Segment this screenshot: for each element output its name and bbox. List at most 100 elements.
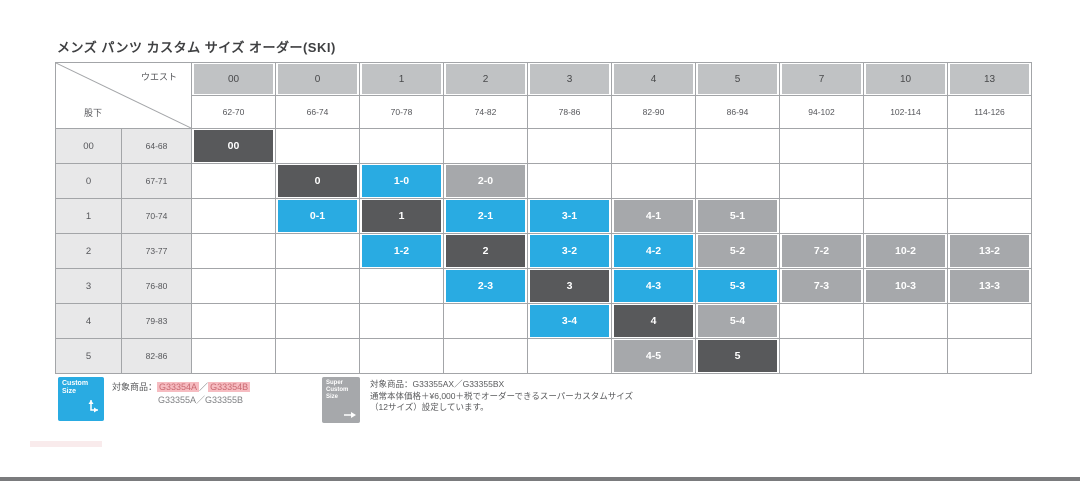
size-chart-table: ウエスト 股下 00 0 1 2 3 4 5 7 10 13 62-70 66-74 70-78 74-82 7… [55, 62, 1032, 374]
empty-cell [779, 128, 864, 164]
page-title: メンズ パンツ カスタム サイズ オーダー(SKI) [57, 40, 336, 55]
empty-cell [527, 163, 612, 199]
empty-cell [527, 128, 612, 164]
size-combination-cell: 0 [275, 163, 360, 199]
size-combination-cell: 4-3 [611, 268, 696, 304]
empty-cell [779, 198, 864, 234]
size-chart: ウエスト 股下 00 0 1 2 3 4 5 7 10 13 62-70 66-74 70-78 74-82 7… [55, 62, 1032, 374]
size-combination-cell: 7-2 [779, 233, 864, 269]
size-combination-cell: 2-1 [443, 198, 528, 234]
size-combination-cell: 5-4 [695, 303, 780, 339]
empty-cell [275, 268, 360, 304]
waist-size-header: 0 [275, 62, 360, 96]
corner-diagonal-cell: ウエスト 股下 [55, 62, 192, 129]
waist-size-header: 10 [863, 62, 948, 96]
empty-cell [443, 128, 528, 164]
inseam-size-label: 2 [55, 233, 122, 269]
size-combination-cell: 4-1 [611, 198, 696, 234]
empty-cell [611, 128, 696, 164]
inseam-range-cell: 82-86 [121, 338, 192, 374]
waist-size-header: 7 [779, 62, 864, 96]
empty-cell [947, 128, 1032, 164]
waist-range-cell: 70-78 [359, 95, 444, 129]
empty-cell [695, 163, 780, 199]
empty-cell [947, 198, 1032, 234]
size-combination-cell: 3-1 [527, 198, 612, 234]
inseam-range-cell: 67-71 [121, 163, 192, 199]
waist-range-cell: 78-86 [527, 95, 612, 129]
size-combination-cell: 5 [695, 338, 780, 374]
arrow-right-icon [344, 412, 356, 418]
size-combination-cell: 10-2 [863, 233, 948, 269]
empty-cell [359, 338, 444, 374]
size-combination-cell: 0-1 [275, 198, 360, 234]
measure-arrow-icon [88, 400, 98, 413]
faint-smudge [30, 441, 102, 447]
size-combination-cell: 13-2 [947, 233, 1032, 269]
inseam-range-cell: 76-80 [121, 268, 192, 304]
empty-cell [611, 163, 696, 199]
super-custom-size-badge: Super Custom Size [322, 377, 360, 423]
bottom-divider [0, 477, 1080, 481]
size-combination-cell: 3-4 [527, 303, 612, 339]
size-combination-cell: 10-3 [863, 268, 948, 304]
inseam-size-label: 4 [55, 303, 122, 339]
waist-size-header: 13 [947, 62, 1032, 96]
empty-cell [191, 268, 276, 304]
empty-cell [779, 303, 864, 339]
empty-cell [191, 303, 276, 339]
empty-cell [947, 303, 1032, 339]
waist-size-header: 00 [191, 62, 276, 96]
inseam-range-cell: 70-74 [121, 198, 192, 234]
waist-range-cell: 66-74 [275, 95, 360, 129]
size-combination-cell: 1-2 [359, 233, 444, 269]
waist-range-cell: 114-126 [947, 95, 1032, 129]
size-combination-cell: 1 [359, 198, 444, 234]
size-combination-cell: 5-1 [695, 198, 780, 234]
custom-size-badge-label: Custom Size [62, 380, 89, 395]
waist-size-header: 3 [527, 62, 612, 96]
diagonal-line [56, 63, 191, 128]
empty-cell [779, 338, 864, 374]
empty-cell [191, 163, 276, 199]
waist-range-cell: 86-94 [695, 95, 780, 129]
empty-cell [359, 303, 444, 339]
empty-cell [779, 163, 864, 199]
super-custom-size-badge-label: Super Custom Size [326, 380, 349, 400]
inseam-size-label: 00 [55, 128, 122, 164]
product-codes-secondary: G33355A／G33355B [158, 395, 244, 405]
size-combination-cell: 3 [527, 268, 612, 304]
size-combination-cell: 5-3 [695, 268, 780, 304]
size-combination-cell: 13-3 [947, 268, 1032, 304]
legend: Custom Size 対象商品： G33354A ／ G33354B G33355A… [0, 377, 1080, 437]
size-combination-cell: 4-2 [611, 233, 696, 269]
waist-range-cell: 62-70 [191, 95, 276, 129]
empty-cell [443, 338, 528, 374]
empty-cell [191, 198, 276, 234]
size-combination-cell: 7-3 [779, 268, 864, 304]
waist-range-cell: 102-114 [863, 95, 948, 129]
custom-size-legend-text: 対象商品： G33354A ／ G33354B G33355A／G33355B [112, 382, 251, 405]
size-combination-cell: 5-2 [695, 233, 780, 269]
empty-cell [863, 198, 948, 234]
empty-cell [695, 128, 780, 164]
inseam-axis-label: 股下 [84, 108, 103, 118]
empty-cell [275, 233, 360, 269]
super-custom-legend-text: 対象商品：G33355AX／G33355BX 通常本体価格＋¥6,000＋税でオ… [370, 379, 633, 412]
inseam-size-label: 5 [55, 338, 122, 374]
size-combination-cell: 4 [611, 303, 696, 339]
product-code-highlight: G33354B [208, 382, 251, 392]
inseam-size-label: 3 [55, 268, 122, 304]
empty-cell [527, 338, 612, 374]
size-combination-cell: 4-5 [611, 338, 696, 374]
inseam-range-cell: 64-68 [121, 128, 192, 164]
empty-cell [191, 233, 276, 269]
size-combination-cell: 00 [191, 128, 276, 164]
size-combination-cell: 1-0 [359, 163, 444, 199]
size-combination-cell: 2 [443, 233, 528, 269]
empty-cell [947, 338, 1032, 374]
empty-cell [863, 338, 948, 374]
inseam-size-label: 1 [55, 198, 122, 234]
inseam-range-cell: 73-77 [121, 233, 192, 269]
